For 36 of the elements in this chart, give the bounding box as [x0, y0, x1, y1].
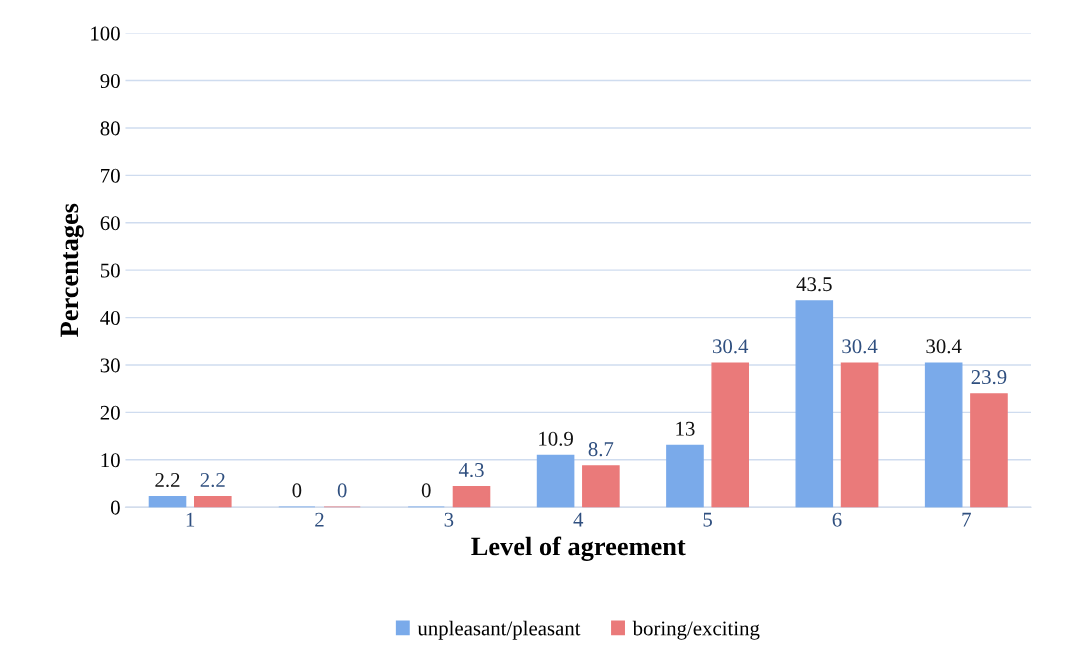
data-label: 13 [676, 421, 695, 436]
legend-label: unpleasant/pleasant [417, 620, 581, 640]
data-label: 30.4 [926, 339, 962, 354]
data-label: 0 [292, 483, 302, 498]
data-label: 23.9 [971, 370, 1007, 385]
y-tick-label: 80 [100, 121, 120, 136]
x-tick-label: 1 [186, 512, 195, 527]
x-axis-title: Level of agreement [471, 536, 686, 561]
y-tick-label: 70 [101, 168, 120, 183]
y-tick-label: 20 [100, 405, 120, 420]
x-tick-label: 7 [962, 512, 971, 527]
y-tick-label: 100 [91, 26, 120, 41]
y-tick-label: 0 [110, 500, 120, 515]
data-label: 8.7 [588, 442, 614, 457]
data-label: 2.2 [200, 472, 225, 488]
data-label: 10.9 [539, 431, 573, 446]
data-label: 4.3 [458, 463, 484, 478]
y-tick-label: 60 [100, 216, 120, 231]
y-tick-label: 50 [100, 263, 120, 278]
legend-label: boring/exciting [632, 620, 760, 640]
x-tick-label: 5 [703, 512, 712, 527]
y-axis-title: Percentages [60, 203, 84, 337]
x-tick-label: 2 [315, 512, 324, 527]
data-label: 43.5 [796, 277, 832, 292]
x-tick-label: 6 [832, 512, 842, 527]
x-tick-label: 4 [573, 512, 584, 527]
data-label: 30.4 [842, 339, 878, 354]
data-label: 0 [421, 483, 431, 498]
y-tick-label: 40 [100, 310, 120, 326]
data-label: 2.2 [155, 472, 180, 488]
y-tick-label: 30 [100, 358, 120, 373]
y-tick-label: 10 [101, 453, 120, 468]
data-label: 0 [337, 483, 347, 498]
y-tick-label: 90 [100, 73, 120, 88]
x-tick-label: 3 [444, 512, 454, 527]
data-label: 30.4 [713, 339, 749, 354]
